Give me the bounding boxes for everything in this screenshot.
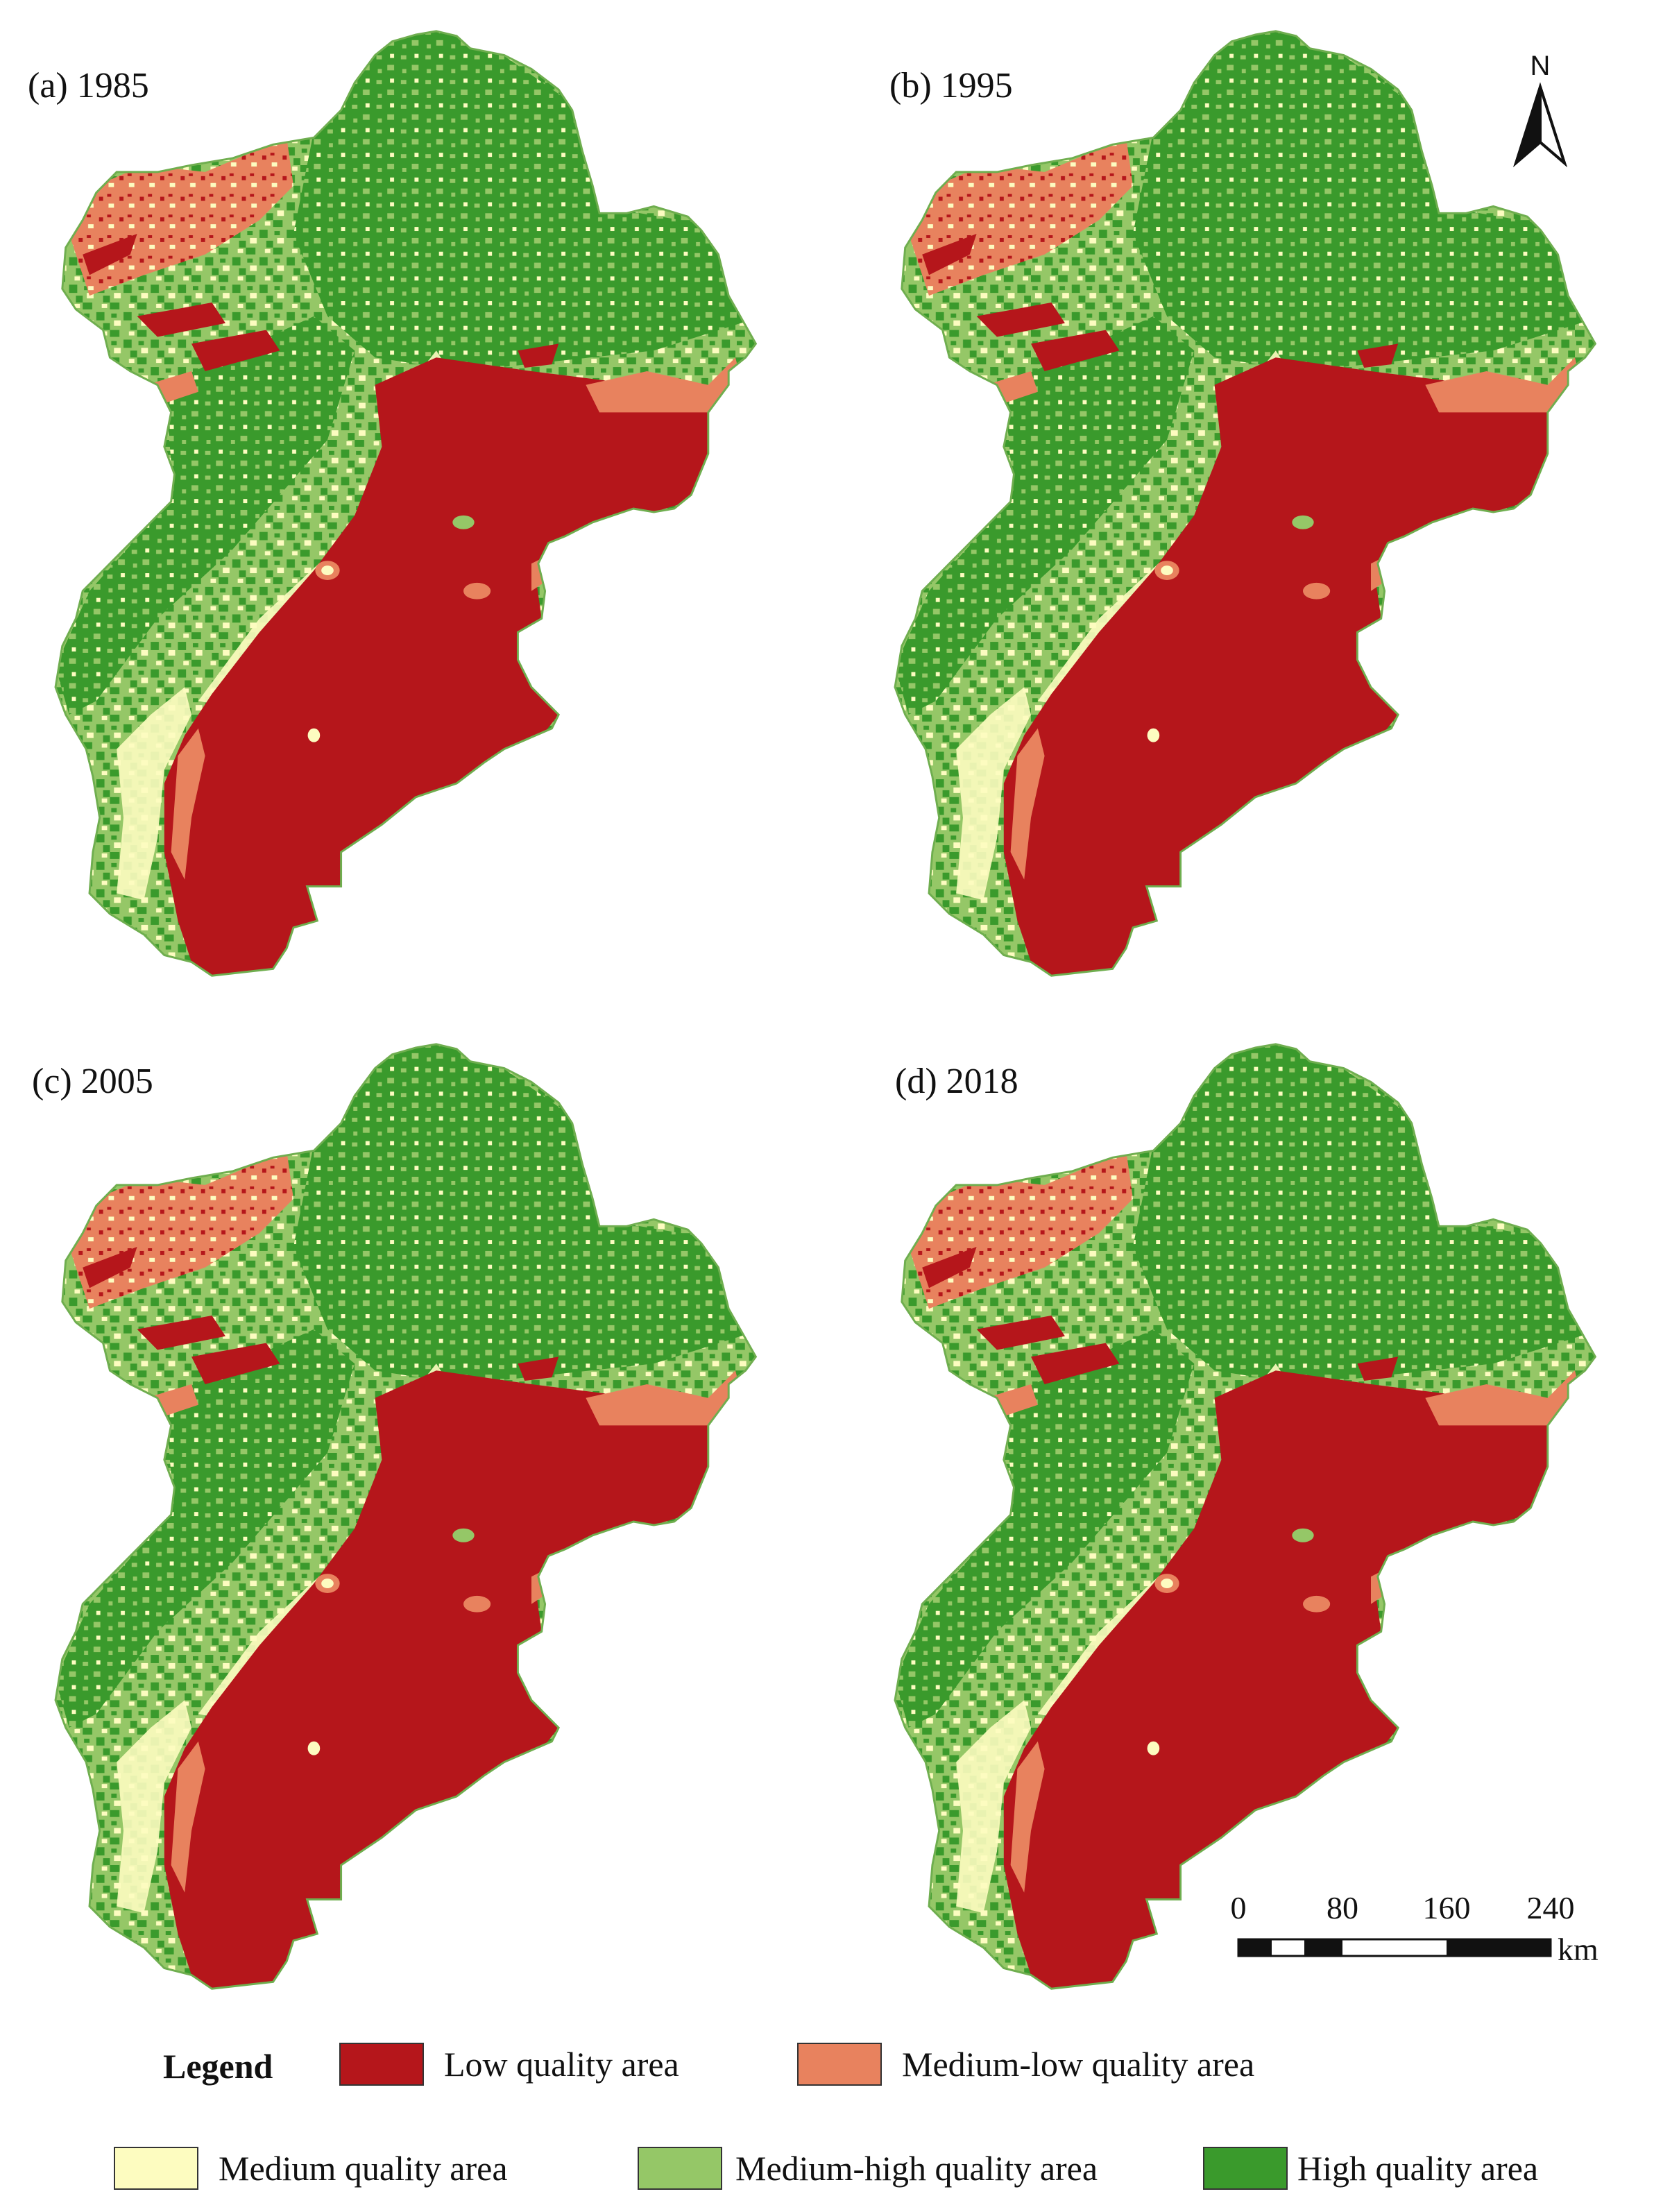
map-region: [42, 14, 762, 1003]
scale-tick-0: 0: [1231, 1890, 1247, 1925]
legend-swatch-medium-high: [638, 2147, 722, 2190]
legend-label-low: Low quality area: [444, 2045, 679, 2084]
map-region: [881, 14, 1602, 1003]
north-arrow-icon: N: [1512, 51, 1568, 168]
north-label: N: [1530, 51, 1551, 81]
map-panel-2018: (d) 2018: [881, 1027, 1602, 2016]
legend: Legend Low quality area Medium-low quali…: [114, 2043, 1538, 2190]
legend-label-high: High quality area: [1297, 2149, 1538, 2188]
map-panel-1985: (a) 1985: [28, 14, 762, 1003]
scale-unit: km: [1558, 1932, 1598, 1967]
scale-bar: 0 80 160 240 km: [1231, 1890, 1599, 1967]
legend-title: Legend: [163, 2047, 273, 2086]
legend-swatch-high: [1203, 2147, 1288, 2190]
legend-label-medium-low: Medium-low quality area: [902, 2045, 1254, 2084]
scale-tick-160: 160: [1423, 1890, 1471, 1925]
map-region: [881, 1027, 1602, 2016]
legend-label-medium-high: Medium-high quality area: [735, 2149, 1098, 2188]
legend-swatch-medium-low: [797, 2043, 882, 2086]
map-panel-2005: (c) 2005: [32, 1027, 762, 2016]
legend-swatch-low: [339, 2043, 424, 2086]
scale-tick-80: 80: [1327, 1890, 1358, 1925]
legend-swatch-medium: [114, 2147, 198, 2190]
scale-tick-240: 240: [1527, 1890, 1575, 1925]
map-panel-1995: (b) 1995: [881, 14, 1602, 1003]
panel-label: (c) 2005: [32, 1062, 153, 1101]
panel-label: (b) 1995: [889, 66, 1013, 105]
panel-label: (d) 2018: [895, 1062, 1018, 1101]
map-region: [42, 1027, 762, 2016]
panel-label: (a) 1985: [28, 66, 149, 105]
legend-label-medium: Medium quality area: [219, 2149, 508, 2188]
